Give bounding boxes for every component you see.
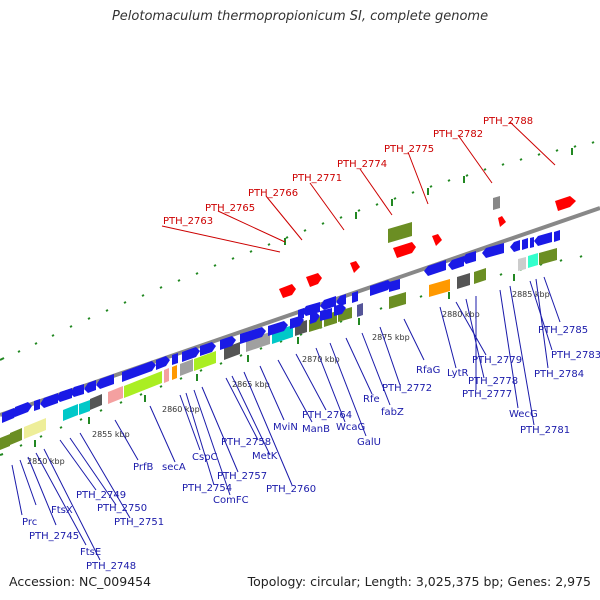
bottom-label: PTH_2751 (114, 517, 164, 528)
bottom-label: PTH_2748 (86, 561, 136, 572)
bottom-label: PTH_2779 (472, 355, 522, 366)
bottom-label: PTH_2785 (538, 325, 588, 336)
bottom-label: PTH_2760 (266, 484, 316, 495)
bottom-label: Prc (22, 517, 37, 528)
bottom-label: fabZ (381, 407, 404, 418)
kbp-label: 2880 kbp (442, 310, 480, 319)
bottom-label: PTH_2772 (382, 383, 432, 394)
bottom-label: PrfB (133, 462, 153, 473)
kbp-label: 2850 kbp (27, 457, 65, 466)
top-leaders (161, 121, 556, 253)
bottom-label: PTH_2754 (182, 483, 232, 494)
kbp-label: 2855 kbp (92, 430, 130, 439)
top-label: PTH_2788 (483, 116, 533, 127)
bottom-label: CspC (192, 452, 218, 463)
outer-tick-track (0, 141, 595, 361)
bottom-labels: Prc FtsX PTH_2745 FtsE PTH_2748 PTH_2749… (22, 325, 600, 572)
top-label: PTH_2766 (248, 188, 298, 199)
bottom-label: GalU (357, 437, 381, 448)
top-label: PTH_2763 (163, 216, 213, 227)
bottom-label: PTH_2750 (97, 503, 147, 514)
bottom-label: RfaG (416, 365, 440, 376)
top-label: PTH_2782 (433, 129, 483, 140)
bottom-label: PTH_2764 (302, 410, 352, 421)
bottom-label: WcaG (336, 422, 365, 433)
bottom-label: PTH_2758 (221, 437, 271, 448)
top-label: PTH_2765 (205, 203, 255, 214)
bottom-label: LytR (447, 368, 468, 379)
top-label: PTH_2771 (292, 173, 342, 184)
topology-summary: Topology: circular; Length: 3,025,375 bp… (247, 574, 591, 589)
gene-arrows (2, 230, 560, 423)
bottom-label: ManB (302, 424, 330, 435)
bottom-label: PTH_2757 (217, 471, 267, 482)
rna-arrows (279, 196, 576, 298)
bottom-label: PTH_2784 (534, 369, 584, 380)
bottom-label: PTH_2781 (520, 425, 570, 436)
bottom-label: FtsE (80, 547, 101, 558)
kbp-label: 2885 kbp (512, 290, 550, 299)
bottom-label: PTH_2783 (551, 350, 600, 361)
bottom-label: ComFC (213, 495, 249, 506)
top-label: PTH_2774 (337, 159, 387, 170)
bottom-label: secA (162, 462, 186, 473)
bottom-label: PTH_2749 (76, 490, 126, 501)
bottom-label: WecG (509, 409, 538, 420)
bottom-label: MetK (252, 451, 278, 462)
kbp-label: 2865 kbp (232, 380, 270, 389)
bottom-label: PTH_2777 (462, 389, 512, 400)
bottom-label: MviN (273, 422, 298, 433)
accession-text: Accession: NC_009454 (9, 574, 152, 589)
bottom-label: PTH_2745 (29, 531, 79, 542)
kbp-label: 2875 kbp (372, 333, 410, 342)
kbp-label: 2860 kbp (162, 405, 200, 414)
bottom-label: Rfe (363, 394, 380, 405)
bottom-label: PTH_2778 (468, 376, 518, 387)
top-labels: PTH_2763 PTH_2765 PTH_2766 PTH_2771 PTH_… (163, 116, 533, 227)
bottom-label: FtsX (51, 505, 73, 516)
bottom-leaders (11, 276, 561, 561)
top-label: PTH_2775 (384, 144, 434, 155)
map-title: Pelotomaculum thermopropionicum SI, comp… (111, 9, 489, 24)
